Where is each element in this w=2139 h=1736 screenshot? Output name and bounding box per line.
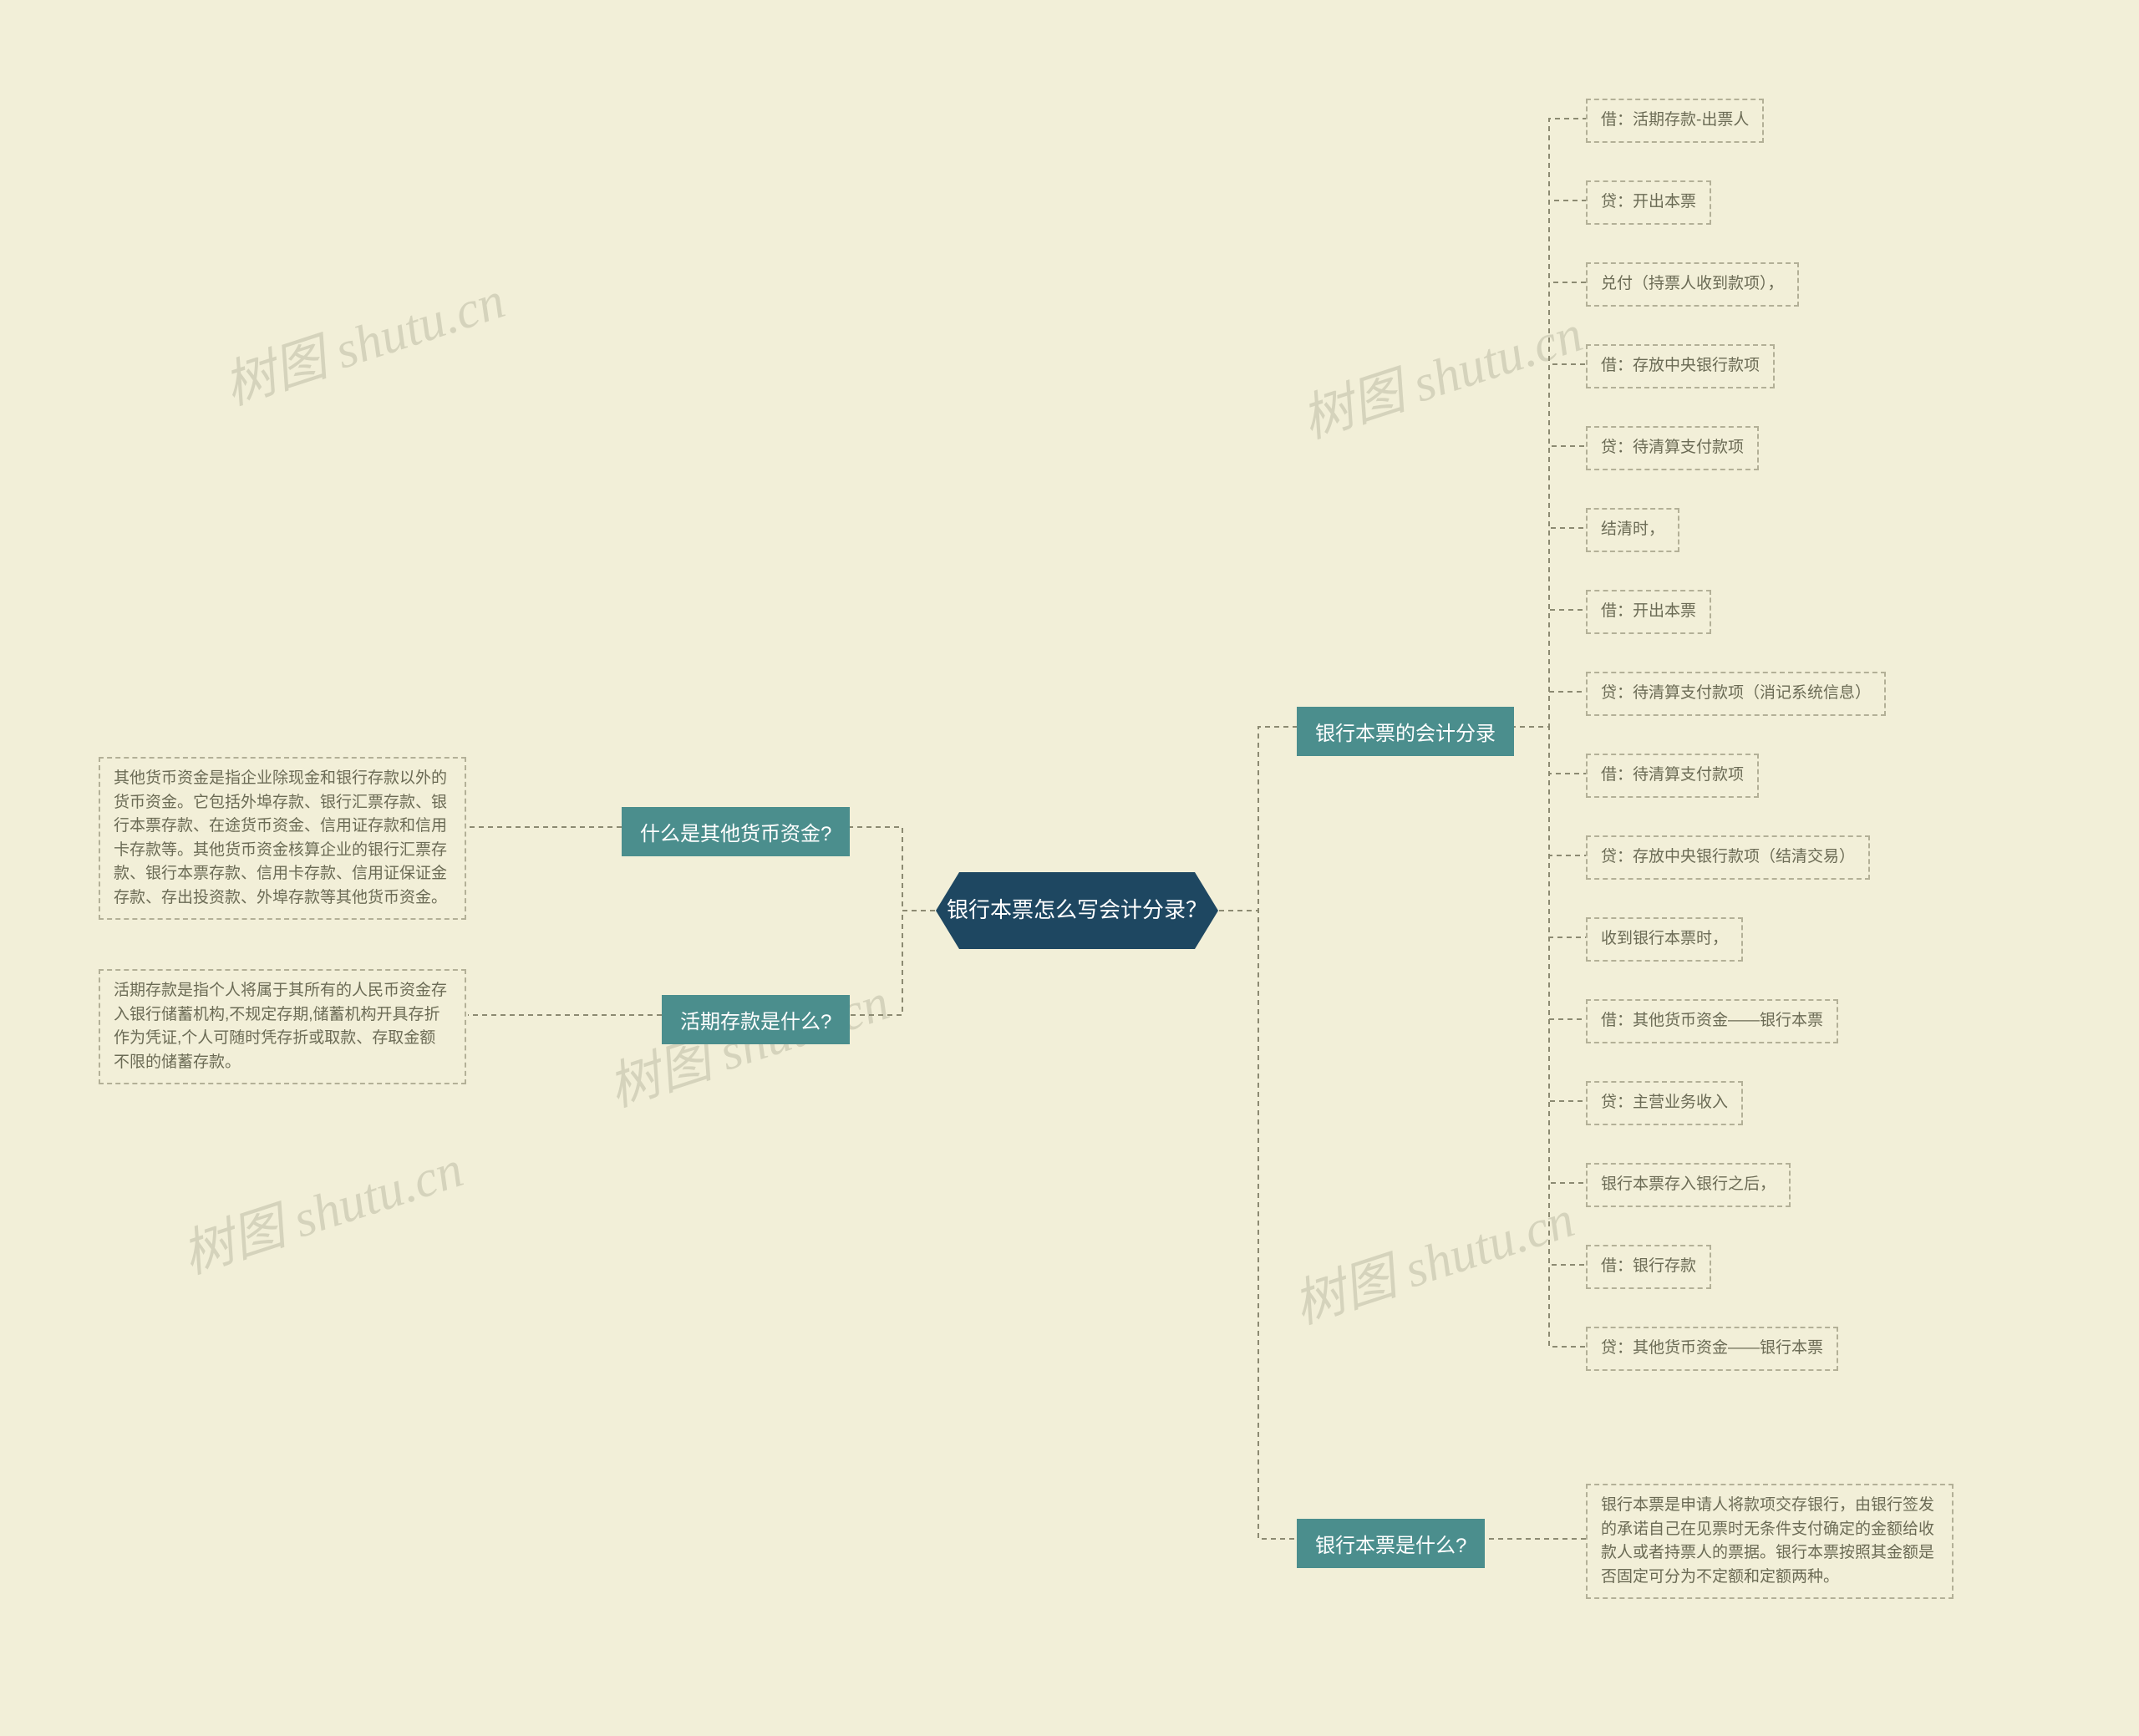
leaf-entry-9: 贷：存放中央银行款项（结清交易）	[1586, 835, 1870, 880]
branch-entries: 银行本票的会计分录	[1297, 707, 1514, 756]
branch-what-is: 银行本票是什么?	[1297, 1519, 1485, 1568]
branch-demand-deposit: 活期存款是什么?	[662, 995, 850, 1044]
leaf-text: 兑付（持票人收到款项），	[1601, 272, 1784, 297]
leaf-entry-6: 借：开出本票	[1586, 590, 1711, 634]
leaf-entry-15: 贷：其他货币资金——银行本票	[1586, 1327, 1838, 1371]
root-label: 银行本票怎么写会计分录？	[947, 896, 1207, 925]
leaf-what-is-desc: 银行本票是申请人将款项交存银行，由银行签发的承诺自己在见票时无条件支付确定的金额…	[1586, 1484, 1954, 1599]
leaf-text: 贷：开出本票	[1601, 190, 1696, 215]
leaf-text: 其他货币资金是指企业除现金和银行存款以外的货币资金。它包括外埠存款、银行汇票存款…	[114, 767, 451, 910]
branch-other-monetary: 什么是其他货币资金?	[622, 807, 850, 856]
watermark: 树图 shutu.cn	[213, 257, 513, 419]
leaf-entry-10: 收到银行本票时，	[1586, 917, 1743, 962]
leaf-entry-8: 借：待清算支付款项	[1586, 754, 1759, 798]
watermark: 树图 shutu.cn	[1291, 291, 1591, 452]
leaf-entry-1: 贷：开出本票	[1586, 180, 1711, 225]
leaf-text: 收到银行本票时，	[1601, 927, 1728, 952]
leaf-text: 借：银行存款	[1601, 1255, 1696, 1279]
leaf-text: 贷：存放中央银行款项（结清交易）	[1601, 845, 1855, 870]
branch-label: 什么是其他货币资金?	[640, 817, 831, 846]
leaf-demand-deposit-desc: 活期存款是指个人将属于其所有的人民币资金存入银行储蓄机构,不规定存期,储蓄机构开…	[99, 969, 466, 1084]
branch-label: 银行本票的会计分录	[1315, 717, 1496, 746]
leaf-other-monetary-desc: 其他货币资金是指企业除现金和银行存款以外的货币资金。它包括外埠存款、银行汇票存款…	[99, 757, 466, 920]
leaf-text: 银行本票是申请人将款项交存银行，由银行签发的承诺自己在见票时无条件支付确定的金额…	[1601, 1494, 1938, 1589]
leaf-text: 借：开出本票	[1601, 600, 1696, 624]
leaf-text: 贷：其他货币资金——银行本票	[1601, 1337, 1823, 1361]
leaf-entry-12: 贷：主营业务收入	[1586, 1081, 1743, 1125]
leaf-text: 贷：主营业务收入	[1601, 1091, 1728, 1115]
leaf-text: 借：活期存款-出票人	[1601, 109, 1749, 133]
leaf-entry-7: 贷：待清算支付款项（消记系统信息）	[1586, 672, 1886, 716]
leaf-entry-3: 借：存放中央银行款项	[1586, 344, 1775, 388]
leaf-entry-2: 兑付（持票人收到款项），	[1586, 262, 1799, 307]
leaf-entry-13: 银行本票存入银行之后，	[1586, 1163, 1791, 1207]
leaf-text: 借：待清算支付款项	[1601, 764, 1744, 788]
leaf-entry-11: 借：其他货币资金——银行本票	[1586, 999, 1838, 1043]
leaf-text: 贷：待清算支付款项（消记系统信息）	[1601, 682, 1871, 706]
branch-label: 银行本票是什么?	[1315, 1529, 1466, 1558]
leaf-text: 活期存款是指个人将属于其所有的人民币资金存入银行储蓄机构,不规定存期,储蓄机构开…	[114, 979, 451, 1074]
branch-label: 活期存款是什么?	[680, 1005, 831, 1034]
leaf-entry-5: 结清时，	[1586, 508, 1679, 552]
watermark: 树图 shutu.cn	[1283, 1176, 1583, 1338]
leaf-text: 借：其他货币资金——银行本票	[1601, 1009, 1823, 1033]
leaf-entry-4: 贷：待清算支付款项	[1586, 426, 1759, 470]
leaf-text: 贷：待清算支付款项	[1601, 436, 1744, 460]
watermark: 树图 shutu.cn	[171, 1126, 471, 1287]
leaf-text: 结清时，	[1601, 518, 1664, 542]
leaf-entry-0: 借：活期存款-出票人	[1586, 99, 1764, 143]
leaf-entry-14: 借：银行存款	[1586, 1245, 1711, 1289]
leaf-text: 借：存放中央银行款项	[1601, 354, 1760, 378]
root-node: 银行本票怎么写会计分录？	[936, 872, 1218, 949]
leaf-text: 银行本票存入银行之后，	[1601, 1173, 1776, 1197]
